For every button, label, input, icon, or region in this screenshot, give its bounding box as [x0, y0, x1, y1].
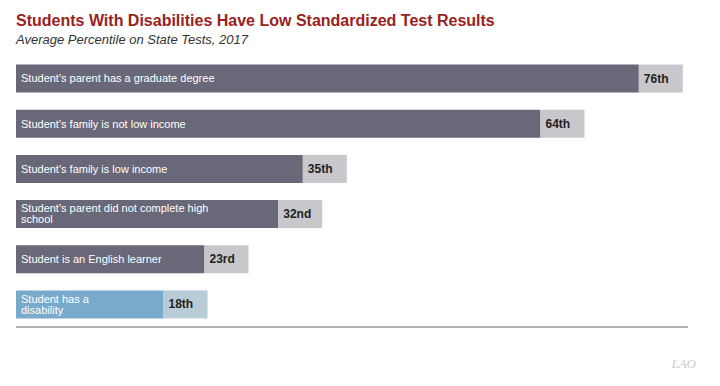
- svg-text:35th: 35th: [308, 162, 333, 176]
- html-text:LAO: LAO: [671, 356, 696, 371]
- svg-text:32nd: 32nd: [283, 207, 311, 221]
- html-text:Students With Disabilities Hav: Students With Disabilities Have Low Stan…: [16, 12, 495, 29]
- svg-text:23rd: 23rd: [209, 252, 234, 266]
- html-text:Average Percentile on State Te: Average Percentile on State Tests, 2017: [16, 32, 248, 47]
- svg-text:64th: 64th: [545, 117, 570, 131]
- svg-text:Student's family is low income: Student's family is low income: [21, 163, 167, 175]
- svg-text:Student's family is not low in: Student's family is not low income: [21, 118, 186, 130]
- svg-text:76th: 76th: [644, 72, 669, 86]
- svg-text:Student's parent did not compl: Student's parent did not complete highsc…: [21, 202, 208, 225]
- svg-text:Student has adisability: Student has adisability: [21, 293, 90, 316]
- svg-text:Student's parent has a graduat: Student's parent has a graduate degree: [21, 72, 215, 84]
- svg-text:18th: 18th: [169, 297, 194, 311]
- svg-text:Student is an English learner: Student is an English learner: [21, 253, 162, 265]
